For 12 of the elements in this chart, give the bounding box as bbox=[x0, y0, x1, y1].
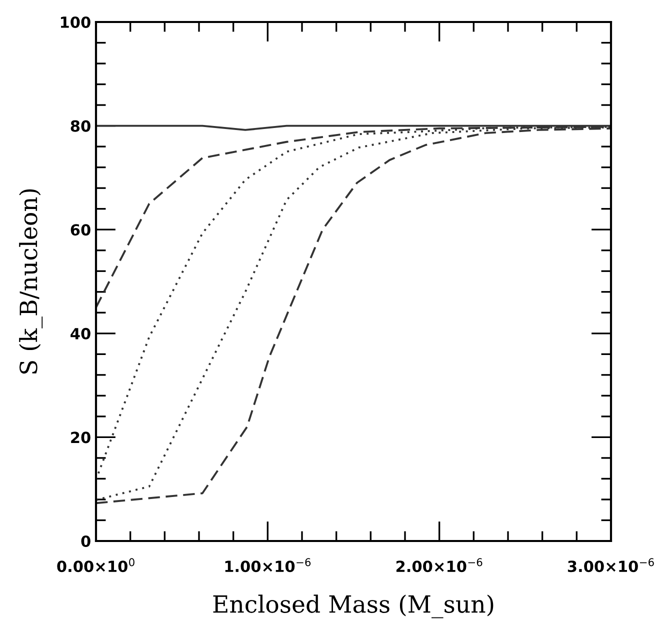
y-tick-label: 0 bbox=[81, 535, 90, 548]
y-tick-label: 100 bbox=[60, 16, 90, 28]
y-axis-title: S (k_B/nucleon) bbox=[19, 189, 43, 374]
x-tick-label: 0.00×10$^{0}$ bbox=[57, 558, 134, 572]
y-tick-label: 20 bbox=[71, 432, 90, 444]
x-axis-title: Enclosed Mass (M_sun) bbox=[213, 594, 494, 618]
x-tick-label: 1.00×10$^{−6}$ bbox=[225, 558, 311, 572]
y-tick-label: 60 bbox=[70, 224, 90, 236]
y-tick-label: 80 bbox=[70, 120, 90, 132]
y-tick-label: 40 bbox=[70, 328, 90, 340]
x-tick-label: 2.00×10$^{−6}$ bbox=[396, 558, 482, 572]
x-tick-label: 3.00×10$^{−6}$ bbox=[568, 558, 654, 572]
